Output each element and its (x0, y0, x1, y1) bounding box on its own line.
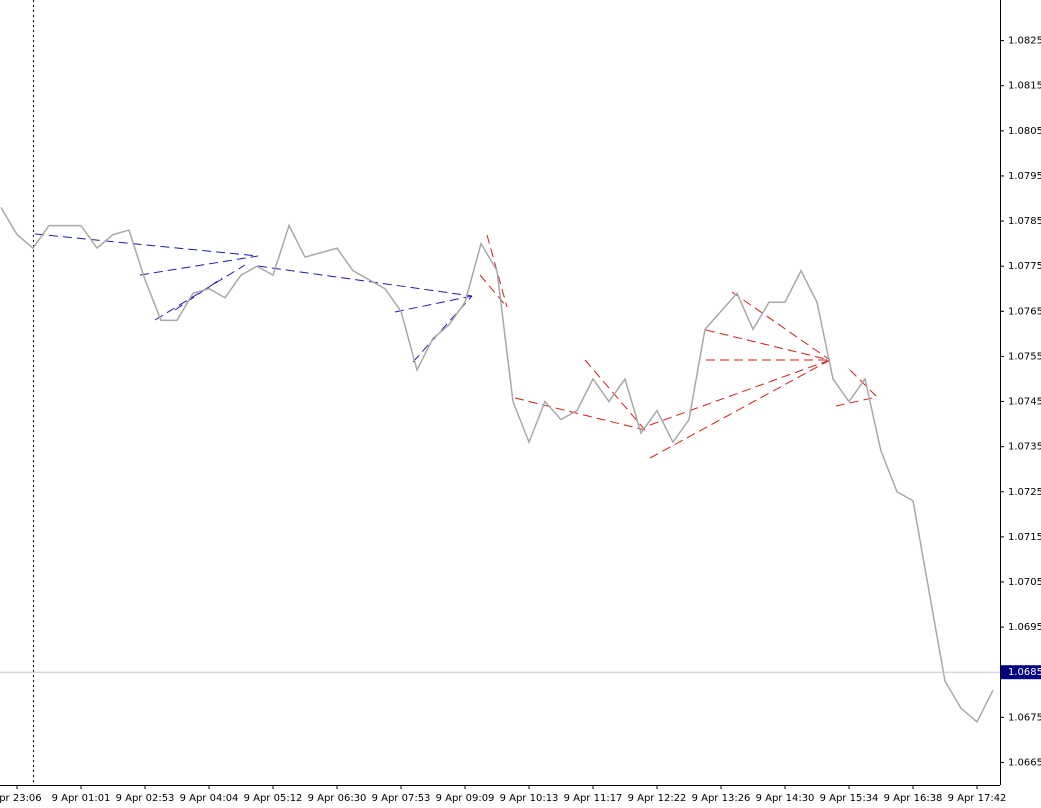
y-tick-label: 1.0815 (1008, 81, 1041, 92)
y-tick-label: 1.0765 (1008, 306, 1041, 317)
current-price-label: 1.0685 (1008, 667, 1041, 678)
y-tick-label: 1.0795 (1008, 171, 1041, 182)
trade-line (705, 329, 831, 361)
y-tick-label: 1.0775 (1008, 261, 1041, 272)
trade-line (584, 359, 646, 431)
x-tick-label: 9 Apr 07:53 (372, 793, 431, 804)
trade-line (139, 255, 259, 276)
trade-line (479, 274, 508, 308)
y-tick-label: 1.0705 (1008, 577, 1041, 588)
x-tick-label: 9 Apr 13:26 (692, 793, 751, 804)
x-tick-label: 9 Apr 04:04 (180, 793, 239, 804)
trade-line (34, 233, 259, 257)
y-tick-label: 1.0675 (1008, 712, 1041, 723)
y-tick-label: 1.0755 (1008, 351, 1041, 362)
y-tick-label: 1.0695 (1008, 622, 1041, 633)
trade-line (649, 359, 831, 459)
current-price-box (1001, 665, 1041, 680)
sell-trades (479, 234, 878, 459)
y-tick-label: 1.0825 (1008, 36, 1041, 47)
x-tick-label: 9 Apr 05:12 (244, 793, 303, 804)
x-tick-label: 9 Apr 10:13 (500, 793, 559, 804)
trade-line (835, 396, 878, 407)
y-tick-label: 1.0785 (1008, 216, 1041, 227)
x-tick-label: 9 Apr 09:09 (436, 793, 495, 804)
y-tick-label: 1.0725 (1008, 487, 1041, 498)
trade-line (174, 277, 223, 311)
y-tick-label: 1.0665 (1008, 757, 1041, 768)
x-tick-label: 9 Apr 16:38 (884, 793, 943, 804)
trade-line (649, 359, 831, 426)
price-line (0, 207, 994, 724)
x-tick-label: 9 Apr 17:42 (948, 793, 1007, 804)
x-tick-label: Apr 23:06 (0, 793, 42, 804)
trade-lines (34, 233, 878, 459)
x-tick-label: 9 Apr 11:17 (564, 793, 623, 804)
trade-line (514, 397, 646, 431)
x-tick-label: 9 Apr 15:34 (820, 793, 879, 804)
y-tick-label: 1.0715 (1008, 532, 1041, 543)
x-tick-label: 9 Apr 01:01 (52, 793, 111, 804)
x-tick-label: 9 Apr 12:22 (628, 793, 687, 804)
trade-line (849, 369, 878, 398)
y-tick-label: 1.0805 (1008, 126, 1041, 137)
x-tick-label: 9 Apr 06:30 (308, 793, 367, 804)
trade-line (731, 291, 831, 361)
x-tick-label: 9 Apr 14:30 (756, 793, 815, 804)
trade-line (257, 265, 473, 297)
y-tick-label: 1.0745 (1008, 397, 1041, 408)
y-tick-label: 1.0735 (1008, 442, 1041, 453)
trade-line (486, 234, 508, 308)
trade-line (154, 264, 246, 321)
x-tick-label: 9 Apr 02:53 (116, 793, 175, 804)
buy-trades (34, 233, 473, 363)
